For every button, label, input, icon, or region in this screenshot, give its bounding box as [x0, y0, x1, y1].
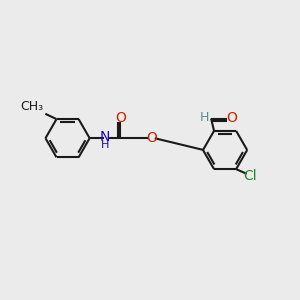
Text: O: O	[115, 111, 126, 125]
Text: CH₃: CH₃	[20, 100, 43, 112]
Text: O: O	[146, 131, 157, 145]
Text: Cl: Cl	[243, 169, 257, 183]
Text: N: N	[100, 130, 110, 144]
Text: O: O	[226, 111, 237, 125]
Text: H: H	[101, 140, 110, 150]
Text: H: H	[200, 111, 209, 124]
